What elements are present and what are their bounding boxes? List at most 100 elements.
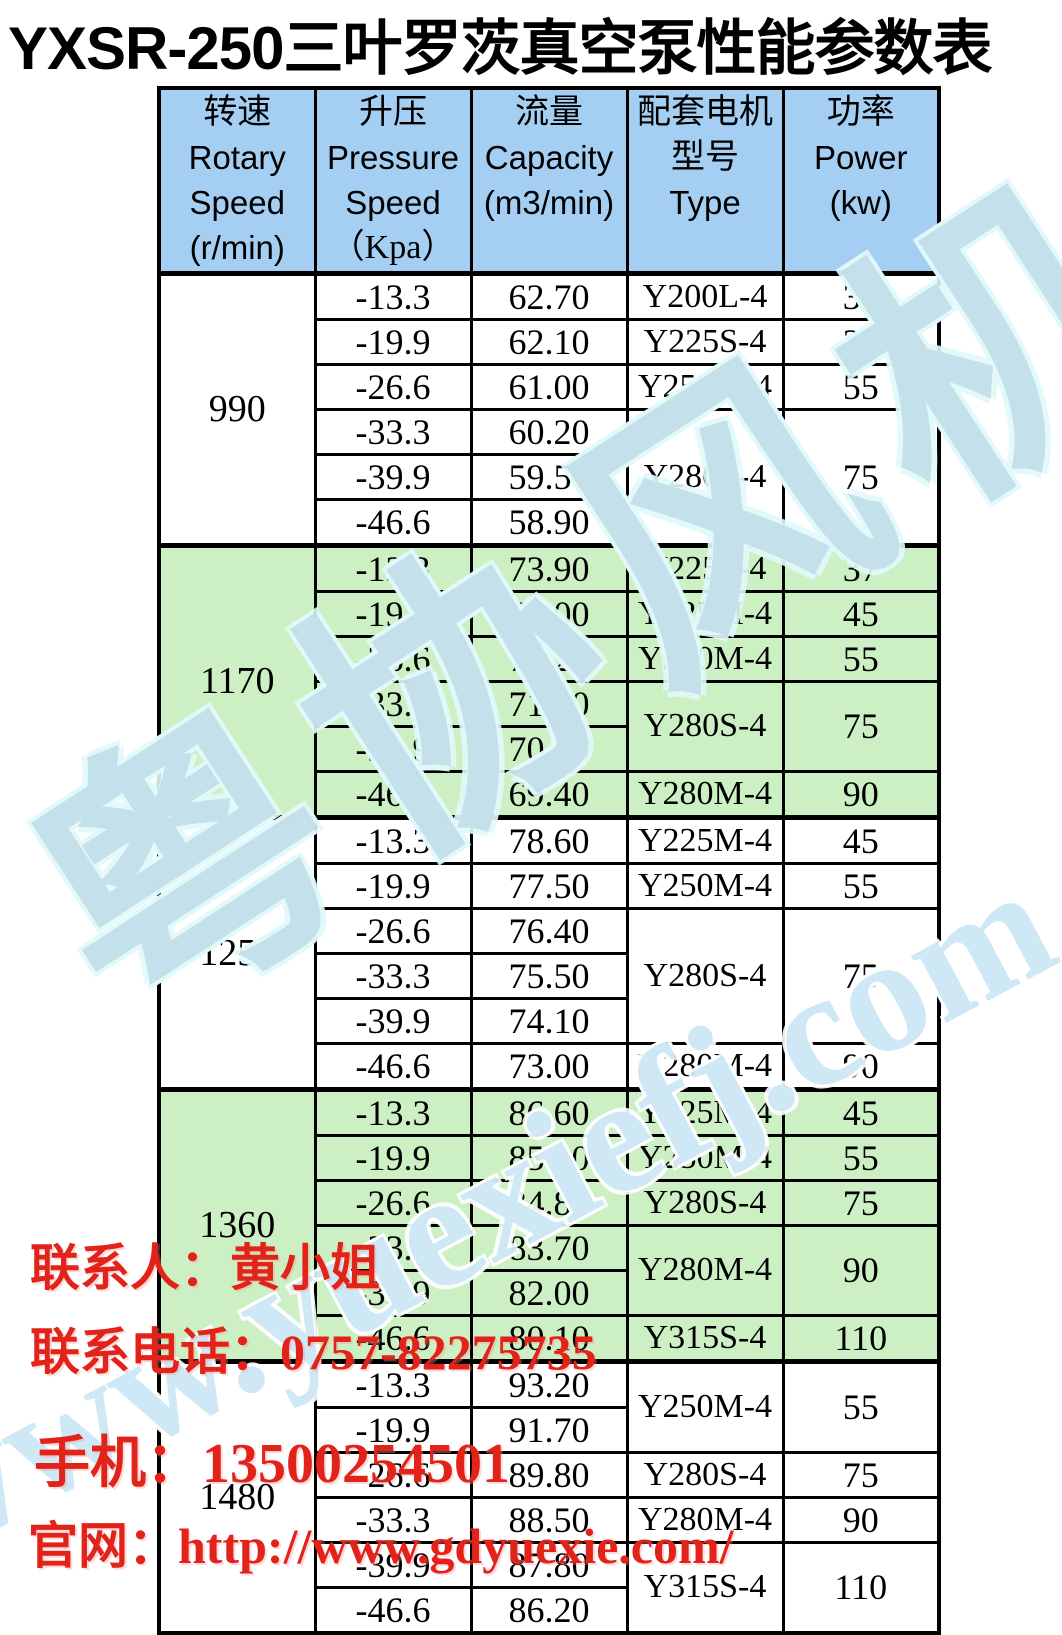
- table-row-1250-2: -26.6 76.40 Y280S-4 75: [159, 906, 941, 1045]
- header-line: 转速: [203, 94, 272, 131]
- motor-type-cell: Y225M-4: [625, 814, 785, 865]
- pressure-cell: -26.6: [313, 362, 473, 411]
- header-line: Speed: [345, 184, 441, 221]
- table-row-1250-1: -19.9 77.50 Y250M-4 55: [159, 861, 941, 910]
- capacity-cell: 58.90: [469, 497, 629, 547]
- motor-type-cell: Y250M-4: [625, 861, 785, 910]
- header-line: (r/min): [189, 229, 285, 266]
- motor-type-cell: Y250M-4: [625, 1133, 785, 1182]
- pressure-cell: -19.9: [313, 1405, 473, 1454]
- table-row-1360-0: 1360 -13.3 86.60 Y225M-4 45: [157, 1086, 941, 1363]
- table-row-1480-0: 1480 -13.3 93.20 Y250M-4 55: [157, 1358, 941, 1634]
- header-line: 配套电机: [637, 94, 773, 131]
- capacity-cell: 93.20: [469, 1358, 629, 1409]
- pressure-cell: -33.3: [313, 951, 473, 1000]
- column-header-pressure-speed: 升压 Pressure Speed （Kpa）: [313, 86, 473, 275]
- motor-type-cell: Y250M-4: [625, 362, 785, 411]
- capacity-cell: 86.60: [469, 1086, 629, 1137]
- pressure-cell: -39.9: [313, 1540, 473, 1589]
- capacity-cell: 85.90: [469, 1133, 629, 1182]
- capacity-cell: 72.20: [469, 634, 629, 683]
- header-line: (m3/min): [483, 184, 615, 221]
- power-cell: 90: [781, 1223, 941, 1317]
- column-header-capacity: 流量 Capacity (m3/min): [469, 86, 629, 275]
- pressure-cell: -19.9: [313, 317, 473, 366]
- table-row-1360-1: -19.9 85.90 Y250M-4 55: [159, 1133, 941, 1182]
- power-cell: 75: [781, 1450, 941, 1499]
- capacity-cell: 75.50: [469, 951, 629, 1000]
- header-line: 流量: [515, 94, 583, 131]
- pressure-cell: -39.9: [313, 1268, 473, 1317]
- capacity-cell: 89.80: [469, 1450, 629, 1499]
- motor-type-cell: Y280S-4: [625, 906, 785, 1045]
- pressure-cell: -46.6: [313, 1313, 473, 1363]
- table-body: 990 -13.3 62.70 Y200L-4 30 -19.9 62.10 Y225S-4 3…: [157, 270, 941, 1634]
- column-header-motor-type: 配套电机型号 Type: [625, 86, 785, 275]
- pressure-cell: -46.6: [313, 497, 473, 547]
- power-cell: 110: [781, 1540, 941, 1634]
- header-line: Type: [669, 184, 741, 221]
- pressure-cell: -46.6: [313, 1585, 473, 1634]
- capacity-cell: 62.70: [469, 270, 629, 321]
- pressure-cell: -33.3: [313, 1223, 473, 1272]
- table-row-1480-1: -19.9 91.70: [159, 1405, 939, 1454]
- pressure-cell: -19.9: [313, 861, 473, 910]
- header-line: 升压: [359, 94, 427, 131]
- table-row-1170-4: -39.9 70.50: [159, 724, 939, 773]
- motor-type-cell: Y280M-4: [625, 769, 785, 819]
- pressure-cell: -13.3: [313, 542, 473, 593]
- power-cell: 55: [781, 362, 941, 411]
- pressure-cell: -39.9: [313, 724, 473, 773]
- motor-type-cell: Y250M-4: [625, 634, 785, 683]
- motor-type-cell: Y315S-4: [625, 1313, 785, 1363]
- table-row-1170-5: -46.6 69.40 Y280M-4 90: [159, 769, 941, 819]
- power-cell: 45: [781, 814, 941, 865]
- capacity-cell: 73.90: [469, 542, 629, 593]
- pressure-cell: -39.9: [313, 996, 473, 1045]
- header-line: Capacity: [484, 139, 614, 176]
- header-line: Pressure: [326, 139, 460, 176]
- power-cell: 110: [781, 1313, 941, 1363]
- power-cell: 55: [781, 634, 941, 683]
- pressure-cell: -26.6: [313, 906, 473, 955]
- speed-cell-1170: 1170: [157, 542, 317, 819]
- capacity-cell: 86.20: [469, 1585, 629, 1634]
- motor-type-cell: Y250M-4: [625, 1358, 785, 1454]
- contact-website-line: 官网：http://www.gdyuexie.com/: [28, 1518, 734, 1574]
- table-row-990-2: -26.6 61.00 Y250M-4 55: [159, 362, 941, 411]
- table-row-1250-4: -39.9 74.10: [159, 996, 939, 1045]
- capacity-cell: 84.80: [469, 1178, 629, 1227]
- pressure-cell: -26.6: [313, 634, 473, 683]
- table-row-990-1: -19.9 62.10 Y225S-4 37: [159, 317, 941, 366]
- pressure-cell: -39.9: [313, 452, 473, 501]
- table-row-1170-3: -33.3 71.40 Y280S-4 75: [159, 679, 941, 773]
- pressure-cell: -13.3: [313, 1358, 473, 1409]
- capacity-cell: 76.40: [469, 906, 629, 955]
- motor-type-cell: Y280S-4: [625, 1450, 785, 1499]
- capacity-cell: 82.00: [469, 1268, 629, 1317]
- header-line: 型号: [671, 139, 739, 176]
- power-cell: 55: [781, 1133, 941, 1182]
- speed-cell-1480: 1480: [157, 1358, 317, 1634]
- pressure-cell: -13.3: [313, 814, 473, 865]
- capacity-cell: 88.50: [469, 1495, 629, 1544]
- column-header-power: 功率 Power (kw): [781, 86, 941, 275]
- table-row-990-4: -39.9 59.50: [159, 452, 939, 501]
- power-cell: 55: [781, 1358, 941, 1454]
- column-header-rotary-speed: 转速 Rotary Speed (r/min): [157, 86, 317, 275]
- capacity-cell: 59.50: [469, 452, 629, 501]
- power-cell: 75: [781, 906, 941, 1045]
- pressure-cell: -19.9: [313, 589, 473, 638]
- header-row: 转速 Rotary Speed (r/min) 升压 Pressure Speed （Kpa）…: [157, 86, 941, 275]
- pressure-cell: -13.3: [313, 1086, 473, 1137]
- pressure-cell: -13.3: [313, 270, 473, 321]
- power-cell: 90: [781, 769, 941, 819]
- capacity-cell: 61.00: [469, 362, 629, 411]
- pressure-cell: -46.6: [313, 769, 473, 819]
- table-row-1360-5: -46.6 80.10 Y315S-4 110: [159, 1313, 941, 1363]
- speed-cell-990: 990: [157, 270, 317, 547]
- header-line: Power: [813, 139, 908, 176]
- motor-type-cell: Y280M-4: [625, 1223, 785, 1317]
- capacity-cell: 74.10: [469, 996, 629, 1045]
- motor-type-cell: Y225S-4: [625, 542, 785, 593]
